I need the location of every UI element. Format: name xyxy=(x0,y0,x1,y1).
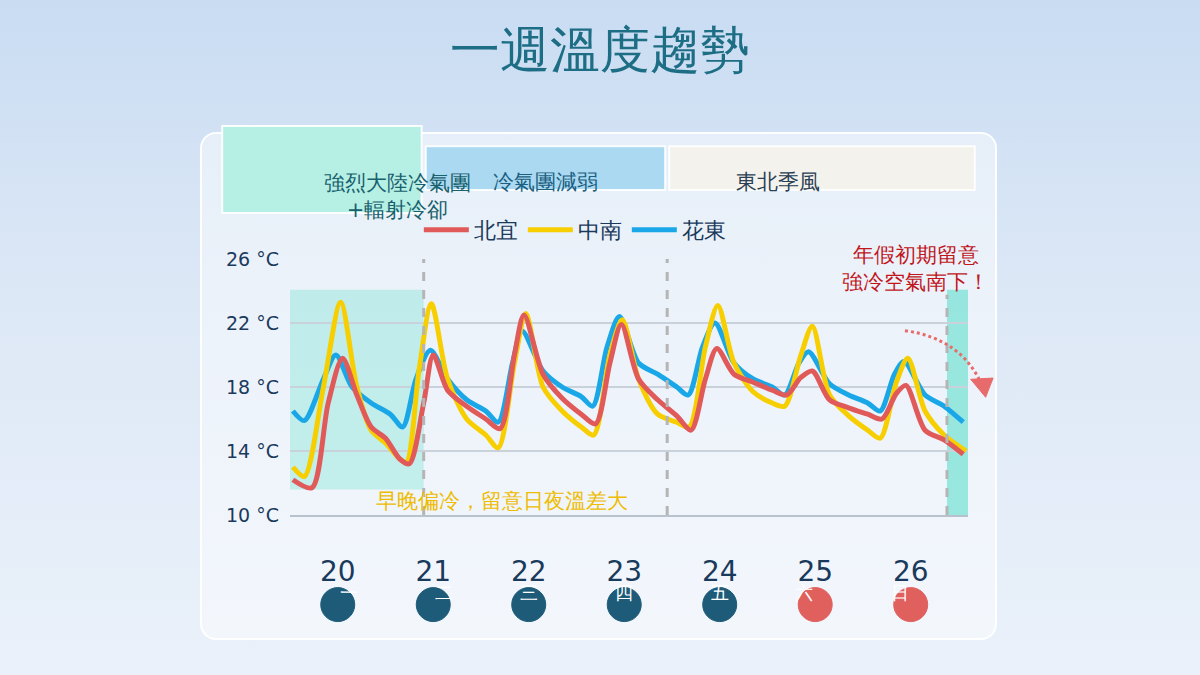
svg-text:21: 21 xyxy=(415,555,451,588)
svg-text:23: 23 xyxy=(606,555,642,588)
svg-text:26 °C: 26 °C xyxy=(226,248,279,270)
svg-text:六: 六 xyxy=(795,582,813,603)
svg-text:中南: 中南 xyxy=(578,218,622,243)
svg-text:一週溫度趨勢: 一週溫度趨勢 xyxy=(450,21,750,79)
svg-text:強烈大陸冷氣團+輻射冷卻: 強烈大陸冷氣團+輻射冷卻 xyxy=(324,171,471,222)
svg-text:三: 三 xyxy=(520,582,538,603)
svg-text:早晚偏冷，留意日夜溫差大: 早晚偏冷，留意日夜溫差大 xyxy=(376,489,628,513)
svg-text:四: 四 xyxy=(615,582,633,603)
svg-text:22: 22 xyxy=(511,555,547,588)
svg-text:22 °C: 22 °C xyxy=(226,312,279,334)
svg-text:年假初期留意強冷空氣南下！: 年假初期留意強冷空氣南下！ xyxy=(842,243,989,294)
svg-text:東北季風: 東北季風 xyxy=(736,170,820,194)
svg-text:25: 25 xyxy=(797,555,833,588)
svg-text:五: 五 xyxy=(711,582,729,603)
svg-text:26: 26 xyxy=(893,555,929,588)
svg-text:20: 20 xyxy=(320,555,356,588)
svg-text:北宜: 北宜 xyxy=(474,218,518,243)
svg-text:冷氣團減弱: 冷氣團減弱 xyxy=(493,170,598,194)
svg-text:14 °C: 14 °C xyxy=(226,440,279,462)
svg-text:二: 二 xyxy=(435,582,453,603)
svg-text:日: 日 xyxy=(891,582,909,603)
svg-text:一: 一 xyxy=(340,582,358,603)
svg-text:10 °C: 10 °C xyxy=(226,504,279,526)
svg-text:24: 24 xyxy=(702,555,738,588)
svg-text:花東: 花東 xyxy=(682,218,726,243)
svg-text:18 °C: 18 °C xyxy=(226,376,279,398)
